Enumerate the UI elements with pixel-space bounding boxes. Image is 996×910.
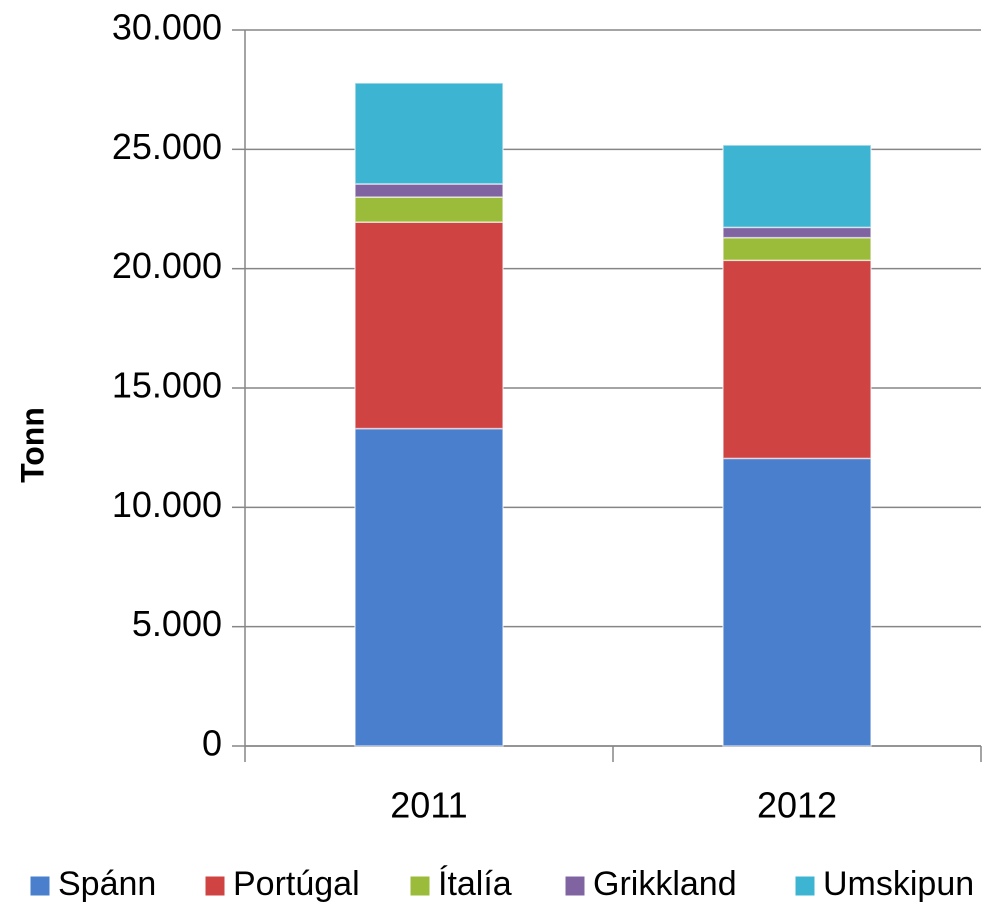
legend-label: Umskipun	[823, 865, 974, 903]
bar-segment	[722, 457, 872, 747]
y-tick-label: 20.000	[112, 245, 222, 286]
legend-label: Portúgal	[233, 865, 360, 903]
legend-swatch	[794, 875, 816, 897]
legend-label: Ítalía	[438, 865, 512, 903]
bar-segment	[354, 183, 504, 198]
legend-label: Grikkland	[593, 865, 737, 903]
x-tick-label: 2011	[390, 785, 467, 826]
y-axis-label: Tonn	[14, 407, 50, 483]
y-tick-label: 0	[202, 723, 222, 764]
bar-segment	[722, 236, 872, 262]
y-tick-label: 10.000	[112, 484, 222, 525]
legend-swatch	[409, 875, 431, 897]
legend-swatch	[564, 875, 586, 897]
bar-segment	[354, 427, 504, 747]
y-tick-label: 5.000	[132, 603, 222, 644]
bar-segment	[354, 82, 504, 185]
y-tick-label: 30.000	[112, 7, 222, 48]
x-tick-label: 2012	[757, 785, 837, 826]
legend-swatch	[29, 875, 51, 897]
y-tick-label: 25.000	[112, 126, 222, 167]
bar-segment	[722, 226, 872, 239]
legend-label: Spánn	[58, 865, 156, 903]
bar-segment	[354, 221, 504, 430]
bar-segment	[722, 144, 872, 229]
y-tick-label: 15.000	[112, 365, 222, 406]
bar-segment	[354, 196, 504, 223]
legend-swatch	[204, 875, 226, 897]
bar-segment	[722, 259, 872, 460]
